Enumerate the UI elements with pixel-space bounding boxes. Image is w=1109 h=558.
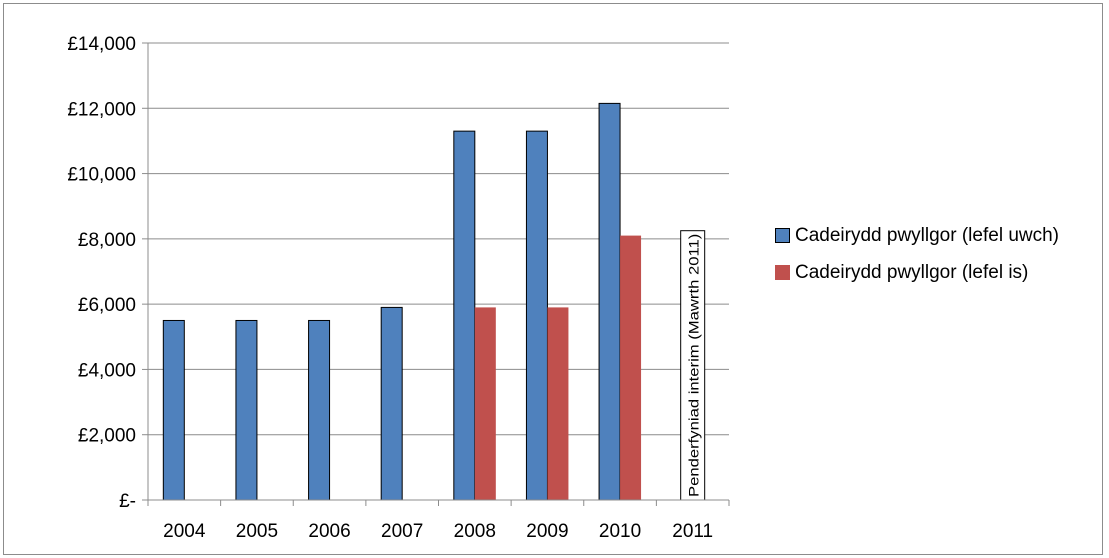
x-tick-label: 2005 [236, 521, 278, 542]
x-tick-label: 2004 [163, 521, 206, 542]
x-tick-label: 2008 [454, 521, 496, 542]
x-tick-label: 2011 [672, 521, 713, 542]
legend: Cadeirydd pwyllgor (lefel uwch) Cadeiryd… [775, 222, 1095, 296]
bar-upper-level [453, 130, 476, 501]
bar-upper-level [162, 319, 185, 501]
bar-lower-level [547, 307, 569, 500]
legend-label-lower: Cadeirydd pwyllgor (lefel is) [795, 262, 1029, 283]
y-tick-label: £4,000 [78, 360, 136, 381]
gridlines [148, 42, 729, 436]
y-tick-label: £10,000 [67, 165, 136, 186]
bar-upper-level [598, 102, 621, 501]
legend-swatch-upper [775, 228, 790, 243]
x-tick-label: 2006 [308, 521, 350, 542]
bar-lower-level [620, 235, 642, 501]
annotation-box [680, 230, 706, 501]
axes [142, 42, 730, 506]
y-tick-label: £12,000 [67, 99, 136, 120]
tick-labels: £- £2,000 £4,000 £6,000 £8,000 £10,000 £12,000… [67, 34, 713, 542]
x-tick-label: 2009 [526, 521, 568, 542]
y-tick-label: £6,000 [78, 295, 136, 316]
legend-item-lower: Cadeirydd pwyllgor (lefel is) [775, 259, 1095, 286]
bar-upper-level [308, 319, 331, 501]
y-tick-label: £- [119, 491, 136, 512]
y-tick-label: £14,000 [67, 34, 136, 55]
bar-lower-level [474, 307, 496, 500]
bar-upper-level [235, 319, 258, 501]
bar-upper-level [380, 306, 403, 501]
bar-upper-level [525, 130, 548, 501]
legend-label-upper: Cadeirydd pwyllgor (lefel uwch) [795, 225, 1059, 246]
legend-item-upper: Cadeirydd pwyllgor (lefel uwch) [775, 222, 1095, 249]
y-tick-label: £8,000 [78, 230, 136, 251]
x-tick-label: 2010 [599, 521, 641, 542]
x-tick-label: 2007 [381, 521, 423, 542]
legend-swatch-lower [775, 265, 790, 280]
y-tick-label: £2,000 [78, 426, 136, 447]
annotation-label: Penderfyniad interim (Mawrth 2011) [687, 234, 702, 497]
bars [162, 102, 706, 501]
